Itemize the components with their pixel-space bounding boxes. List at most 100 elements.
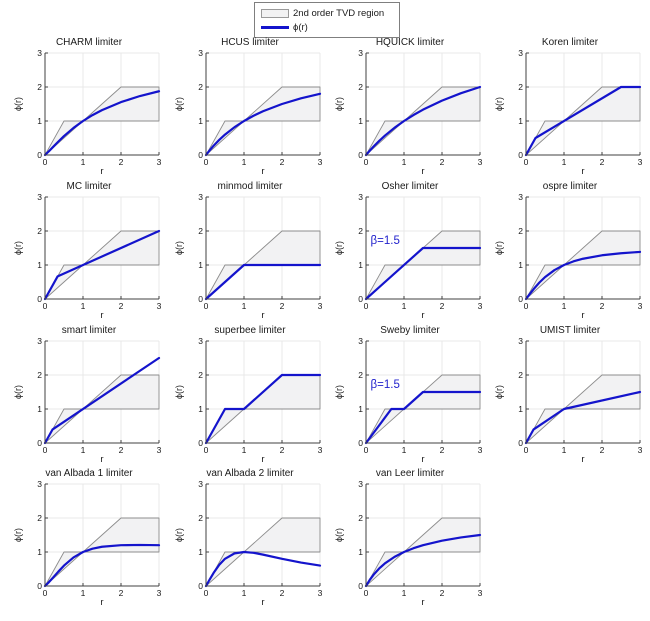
y-tick-label: 0 [37,438,42,448]
y-tick-label: 3 [198,48,203,58]
y-tick-label: 2 [358,370,363,380]
y-tick-label: 2 [518,82,523,92]
beta-annotation: β=1.5 [371,379,400,391]
x-tick-label: 3 [637,445,643,455]
x-tick-label: 1 [561,445,567,455]
y-tick-label: 1 [37,404,42,414]
x-axis-label: r [581,454,585,465]
subplot: CHARM limiter ϕ(r) r 0 1 2 3 0 1 2 3 [9,36,169,180]
y-axis-label: ϕ(r) [174,96,184,112]
x-axis-label: r [100,597,104,608]
y-tick-label: 3 [198,479,203,489]
y-tick-label: 2 [358,513,363,523]
y-tick-label: 0 [358,581,363,591]
limiter-curve [43,356,161,445]
y-tick-label: 3 [518,48,523,58]
y-tick-label: 0 [198,150,203,160]
limiter-curve [43,543,161,588]
y-tick-label: 0 [198,581,203,591]
x-tick-label: 1 [401,588,407,598]
subplot: ospre limiter ϕ(r) r 0 1 2 3 0 1 2 3 [490,180,650,324]
y-tick-label: 2 [358,226,363,236]
legend: 2nd order TVD region ϕ(r) [254,2,400,38]
plot-area [43,196,161,301]
legend-row-phi: ϕ(r) [261,20,393,34]
tvd-region [525,230,641,300]
x-tick-label: 3 [477,588,483,598]
x-tick-label: 2 [118,301,124,311]
x-tick-label: 0 [523,157,529,167]
x-tick-label: 0 [363,445,369,455]
subplot: minmod limiter ϕ(r) r 0 1 2 3 0 1 2 3 [170,180,330,324]
y-axis-label: ϕ(r) [494,240,504,256]
y-tick-label: 3 [518,192,523,202]
x-axis-label: r [261,597,265,608]
x-axis-label: r [581,310,585,321]
x-tick-label: 2 [118,588,124,598]
y-tick-label: 1 [198,116,203,126]
legend-row-region: 2nd order TVD region [261,6,393,20]
subplot-title: ospre limiter [542,181,598,192]
x-tick-label: 3 [317,445,323,455]
y-tick-label: 3 [198,192,203,202]
y-tick-label: 3 [37,336,42,346]
x-tick-label: 1 [241,588,247,598]
subplot: UMIST limiter ϕ(r) r 0 1 2 3 0 1 2 3 [490,324,650,468]
subplot-title: MC limiter [66,181,112,192]
y-tick-label: 3 [198,336,203,346]
limiter-curve [364,246,482,301]
tvd-region [205,517,321,587]
limiter-curve [43,90,161,157]
x-tick-label: 1 [401,445,407,455]
x-tick-label: 1 [401,301,407,311]
x-tick-label: 0 [363,157,369,167]
beta-annotation: β=1.5 [371,235,400,247]
x-tick-label: 0 [42,445,48,455]
phi-line-swatch [261,25,289,29]
y-axis-label: ϕ(r) [494,384,504,400]
y-tick-label: 3 [518,336,523,346]
x-tick-label: 1 [561,157,567,167]
plot-area [204,52,322,157]
subplot-title: van Leer limiter [375,468,445,479]
subplot-title: UMIST limiter [539,325,601,336]
y-tick-label: 3 [358,48,363,58]
tvd-region [525,374,641,444]
subplot: Koren limiter ϕ(r) r 0 1 2 3 0 1 2 3 [490,36,650,180]
x-tick-label: 0 [363,588,369,598]
y-tick-label: 1 [37,547,42,557]
subplot-title: HQUICK limiter [375,37,445,48]
y-tick-label: 0 [518,438,523,448]
y-tick-label: 3 [358,479,363,489]
x-tick-label: 1 [561,301,567,311]
x-axis-label: r [421,454,425,465]
y-tick-label: 1 [358,404,363,414]
x-tick-label: 1 [80,301,86,311]
tvd-region-swatch [261,8,289,18]
y-tick-label: 1 [518,260,523,270]
x-axis-label: r [261,310,265,321]
y-tick-label: 3 [358,192,363,202]
tvd-region [365,86,481,156]
x-tick-label: 0 [203,157,209,167]
subplot: HCUS limiter ϕ(r) r 0 1 2 3 0 1 2 3 [170,36,330,180]
plot-area [43,340,161,445]
y-tick-label: 0 [37,294,42,304]
x-tick-label: 2 [599,301,605,311]
x-tick-label: 1 [401,157,407,167]
x-axis-label: r [421,597,425,608]
x-tick-label: 1 [241,301,247,311]
y-tick-label: 0 [198,438,203,448]
x-tick-label: 2 [439,445,445,455]
y-tick-label: 2 [198,513,203,523]
x-tick-label: 3 [477,157,483,167]
plot-area [204,196,322,301]
subplot-title: superbee limiter [214,325,286,336]
x-tick-label: 2 [279,445,285,455]
x-axis-label: r [421,166,425,177]
subplot: van Albada 1 limiter ϕ(r) r 0 1 2 3 0 1 2 3 [9,467,169,611]
y-tick-label: 2 [518,370,523,380]
x-tick-label: 2 [439,301,445,311]
y-axis-label: ϕ(r) [334,96,344,112]
